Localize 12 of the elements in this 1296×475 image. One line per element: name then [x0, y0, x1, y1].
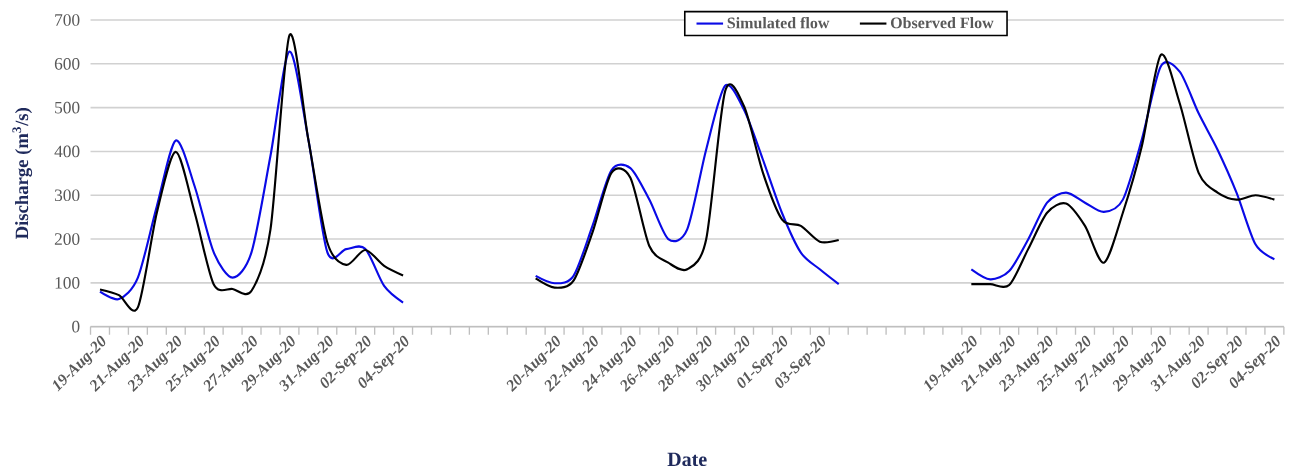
y-tick-label: 100 [55, 277, 80, 289]
y-tick-label: 600 [54, 57, 80, 70]
y-axis-title: Discharge (m$^{3}$/s) [12, 108, 33, 240]
y-tick-label: 0 [72, 320, 80, 333]
legend-label: Observed Flow [890, 17, 994, 29]
y-tick-label: 500 [55, 101, 80, 114]
x-axis-title: Date [667, 452, 707, 467]
y-tick-label: 300 [54, 189, 80, 202]
y-tick-label: 200 [54, 233, 80, 245]
y-tick-label: 400 [54, 145, 80, 158]
legend-label: Simulated flow [727, 16, 830, 29]
y-tick-label: 700 [55, 14, 80, 26]
